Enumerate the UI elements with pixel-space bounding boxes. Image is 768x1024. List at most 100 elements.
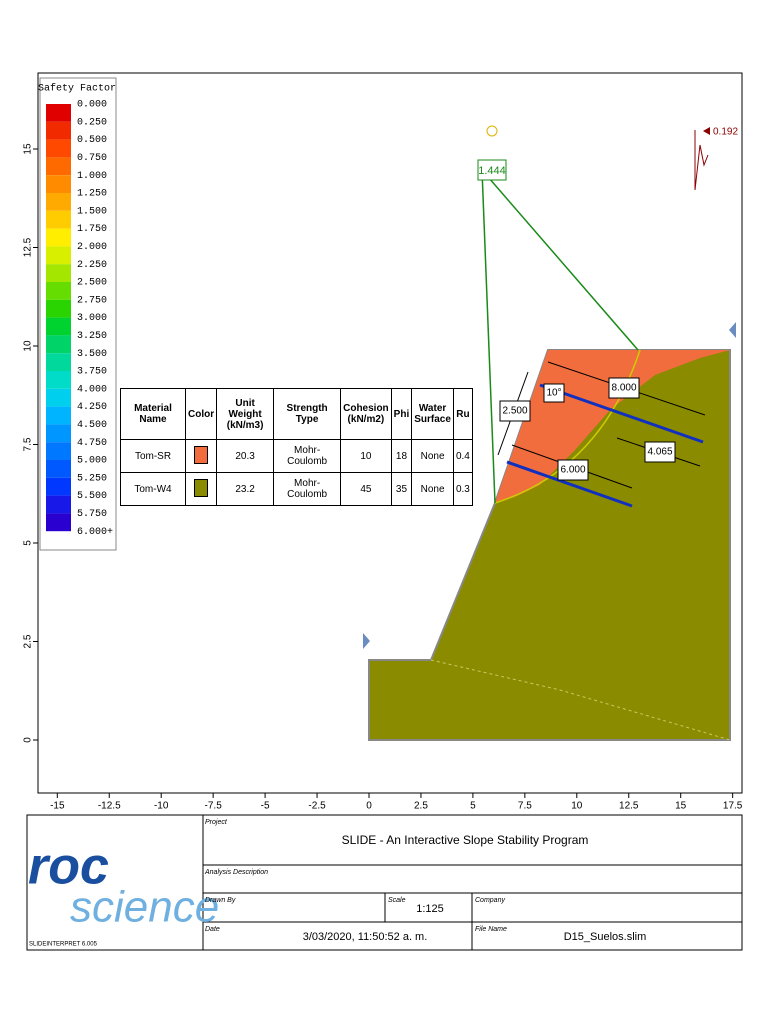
header-cell: Phi	[390, 388, 413, 440]
label-box	[608, 377, 640, 399]
legend-label: 4.500	[77, 420, 107, 431]
version: SLIDEINTERPRET 6.005	[29, 942, 98, 948]
cell: 35	[390, 472, 413, 506]
scale: 1:125	[416, 903, 444, 915]
legend-label: 1.750	[77, 224, 107, 235]
y-tick-label: 15	[23, 143, 34, 155]
x-tick-label: 10	[571, 801, 583, 812]
legend-swatch	[46, 335, 71, 354]
label-box	[644, 441, 676, 463]
material-table: Material Name Color Unit Weight (kN/m3) Str…	[120, 388, 473, 506]
legend-label: 1.500	[77, 206, 107, 217]
field-label: Scale	[388, 897, 406, 904]
x-tick-label: -2.5	[308, 801, 326, 812]
plot-frame	[37, 72, 743, 794]
anchor-spacing: 2.500	[502, 406, 527, 417]
file-name: D15_Suelos.slim	[564, 931, 647, 943]
legend-swatch	[46, 246, 71, 265]
cell: 0.3	[452, 472, 473, 506]
header-cell: Unit Weight (kN/m3)	[216, 388, 275, 440]
legend-swatch	[46, 121, 71, 140]
header-cell: Cohesion (kN/m2)	[340, 388, 392, 440]
legend-swatch	[46, 353, 71, 371]
anchor	[539, 383, 704, 444]
color-swatch	[194, 445, 209, 464]
color-cell	[184, 439, 218, 473]
x-tick-label: 2.5	[414, 801, 428, 812]
x-tick-label: 12.5	[619, 801, 639, 812]
legend-label: 0.500	[77, 135, 107, 146]
legend-swatch	[46, 442, 71, 460]
legend-swatch	[46, 477, 71, 496]
legend-swatch	[46, 175, 71, 193]
legend-label: 4.750	[77, 438, 107, 449]
legend-label: 3.250	[77, 331, 107, 342]
field-label: File Name	[475, 926, 507, 933]
seismic-arrow	[703, 127, 710, 135]
title-block-frame	[26, 814, 743, 951]
header-cell: Color	[184, 388, 218, 440]
header-cell: Water Surface	[411, 388, 454, 440]
cell: 10	[340, 439, 392, 473]
legend-label: 0.000	[77, 100, 107, 111]
project: SLIDE - An Interactive Slope Stability P…	[342, 833, 589, 847]
x-tick-label: 15	[675, 801, 687, 812]
legend-swatch	[46, 460, 71, 478]
header-cell: Ru	[452, 388, 473, 440]
slope-model: 1.444 0.192 10° 2.500 8.000 4.065 6.000	[363, 125, 738, 741]
legend-label: 5.000	[77, 456, 107, 467]
y-tick-label: 12.5	[23, 237, 34, 257]
fs-box	[477, 159, 507, 181]
legend-swatch	[46, 424, 71, 443]
x-tick-label: 17.5	[723, 801, 743, 812]
boundary	[430, 659, 731, 741]
logo: roc	[28, 838, 109, 896]
cell: Tom-W4	[120, 472, 186, 506]
color-swatch	[194, 478, 209, 497]
cell: Mohr-Coulomb	[273, 439, 342, 473]
legend-swatch	[46, 513, 71, 532]
label-box	[557, 459, 589, 481]
legend-label: 5.500	[77, 491, 107, 502]
field-label: Drawn By	[205, 897, 236, 904]
y-tick-label: 2.5	[23, 634, 34, 648]
legend-label: 5.250	[77, 473, 107, 484]
cell: 20.3	[216, 439, 275, 473]
bond-length: 4.065	[647, 447, 672, 458]
legend-title: Safety Factor	[38, 83, 116, 95]
date: 3/03/2020, 11:50:52 a. m.	[303, 931, 428, 943]
legend-swatch	[46, 317, 71, 336]
label-box	[499, 400, 531, 422]
legend-label: 0.750	[77, 153, 107, 164]
cell: 18	[390, 439, 413, 473]
boundary-marker	[363, 633, 370, 649]
x-tick-label: 5	[470, 801, 476, 812]
header-cell: Strength Type	[273, 388, 342, 440]
cell: None	[411, 472, 454, 506]
legend-swatch	[46, 371, 71, 389]
logo: science	[70, 883, 219, 932]
legend-label: 4.250	[77, 402, 107, 413]
y-tick-label: 0	[23, 737, 34, 743]
material-row: Tom-SR 20.3 Mohr-Coulomb 10 18 None 0.4	[120, 439, 473, 473]
cell: 0.4	[452, 439, 473, 473]
legend-swatch	[46, 388, 71, 407]
anchor	[506, 460, 633, 508]
legend-swatch	[46, 139, 71, 158]
field-label: Project	[205, 819, 228, 826]
legend-label: 3.750	[77, 367, 107, 378]
legend-label: 2.000	[77, 242, 107, 253]
cell: 45	[340, 472, 392, 506]
x-tick-label: -15	[50, 801, 65, 812]
legend-swatch	[46, 228, 71, 247]
legend-label: 3.500	[77, 349, 107, 360]
seismic-coefficient: 0.192	[713, 127, 738, 138]
legend-label: 4.000	[77, 384, 107, 395]
anchor-length: 8.000	[611, 383, 636, 394]
legend-label: 1.000	[77, 171, 107, 182]
anchor-angle: 10°	[546, 388, 561, 399]
x-tick-label: 7.5	[518, 801, 532, 812]
y-tick-label: 10	[23, 340, 34, 352]
